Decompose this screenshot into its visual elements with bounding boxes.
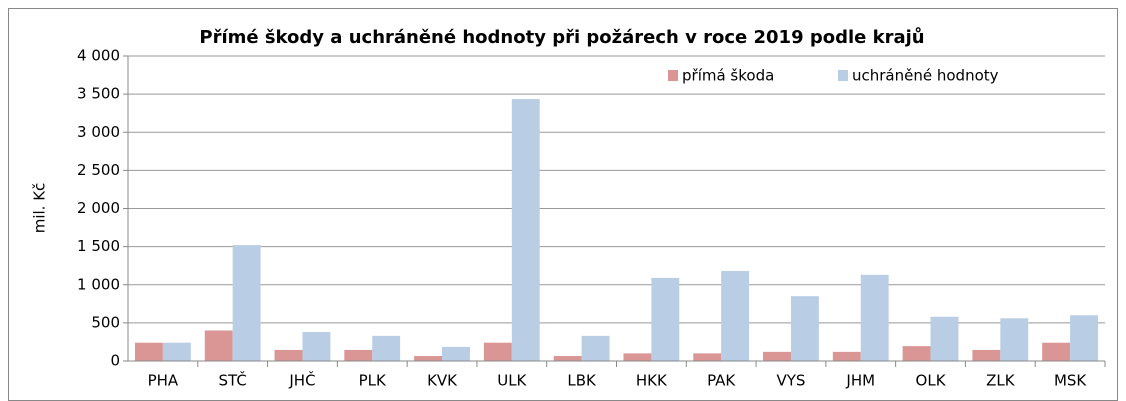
- x-tick-label: JHM: [845, 372, 875, 390]
- x-tick-label: KVK: [427, 372, 458, 390]
- bar: [651, 277, 680, 361]
- chart-title: Přímé škody a uchráněné hodnoty při požá…: [199, 26, 924, 48]
- legend-label: uchráněné hodnoty: [852, 67, 999, 85]
- bar: [721, 271, 750, 361]
- y-tick-label: 3 500: [77, 85, 120, 103]
- bar: [483, 342, 512, 361]
- bar: [763, 351, 791, 361]
- y-tick-label: 3 000: [77, 123, 120, 141]
- bar: [790, 296, 819, 361]
- y-axis-label: mil. Kč: [31, 183, 49, 234]
- bar: [860, 274, 889, 361]
- legend-swatch: [838, 70, 848, 81]
- bar: [930, 316, 959, 361]
- x-tick-label: PHA: [148, 372, 179, 390]
- x-tick-label: MSK: [1054, 372, 1087, 390]
- y-tick-label: 500: [91, 313, 120, 331]
- bar: [162, 342, 191, 361]
- bar: [134, 342, 163, 361]
- bar: [1000, 318, 1029, 361]
- x-tick-label: OLK: [916, 372, 947, 390]
- bar: [1042, 342, 1071, 361]
- y-tick-label: 4 000: [77, 47, 120, 65]
- y-tick-label: 1 500: [77, 237, 120, 255]
- bar: [344, 349, 373, 361]
- bar: [414, 356, 443, 361]
- bar: [511, 99, 540, 362]
- x-tick-label: JHČ: [288, 371, 315, 390]
- bar: [204, 330, 233, 361]
- bar: [972, 349, 1001, 361]
- x-tick-label: ZLK: [986, 372, 1016, 390]
- legend-label: přímá škoda: [682, 67, 774, 85]
- bar: [302, 332, 331, 361]
- bar: [274, 349, 303, 361]
- y-tick-label: 2 000: [77, 199, 120, 217]
- bar: [1070, 315, 1099, 361]
- bar: [623, 353, 652, 361]
- x-tick-label: VYS: [776, 372, 805, 390]
- bar: [832, 351, 861, 361]
- x-tick-label: HKK: [636, 372, 668, 390]
- x-tick-label: STČ: [219, 371, 247, 390]
- y-tick-label: 0: [110, 352, 120, 370]
- x-tick-label: LBK: [567, 372, 597, 390]
- y-tick-label: 2 500: [77, 161, 120, 179]
- legend-swatch: [668, 70, 678, 81]
- bar: [553, 356, 582, 361]
- x-tick-label: PAK: [707, 372, 736, 390]
- bar: [372, 335, 401, 361]
- bar: [581, 335, 610, 361]
- bar: [693, 353, 722, 361]
- x-tick-label: PLK: [359, 372, 387, 390]
- x-tick-label: ULK: [497, 372, 527, 390]
- bar: [442, 346, 470, 361]
- bar: [902, 346, 931, 361]
- bar: [232, 245, 261, 361]
- y-tick-label: 1 000: [77, 275, 120, 293]
